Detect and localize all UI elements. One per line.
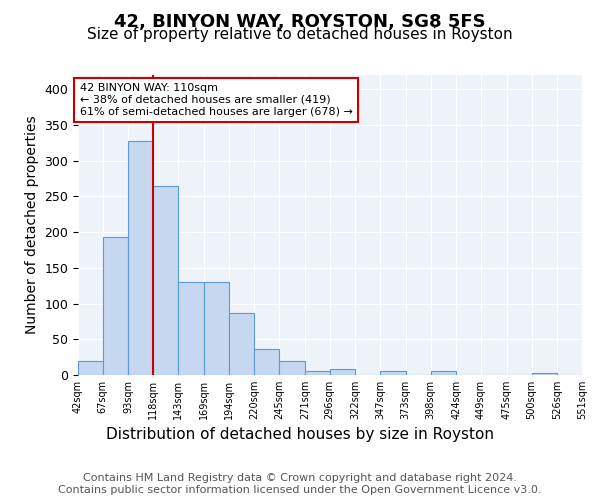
Bar xyxy=(582,373,600,375)
Bar xyxy=(78,360,103,375)
Text: Size of property relative to detached houses in Royston: Size of property relative to detached ho… xyxy=(87,28,513,42)
Bar xyxy=(431,372,456,375)
Bar xyxy=(254,348,279,375)
Bar xyxy=(153,186,178,375)
Bar xyxy=(204,282,229,375)
Bar xyxy=(329,370,355,375)
Bar xyxy=(279,360,305,375)
Bar xyxy=(128,142,153,375)
Bar xyxy=(229,313,254,375)
Text: 42 BINYON WAY: 110sqm
← 38% of detached houses are smaller (419)
61% of semi-det: 42 BINYON WAY: 110sqm ← 38% of detached … xyxy=(80,84,353,116)
Text: 42, BINYON WAY, ROYSTON, SG8 5FS: 42, BINYON WAY, ROYSTON, SG8 5FS xyxy=(114,12,486,30)
Bar xyxy=(103,237,128,375)
Bar xyxy=(178,282,204,375)
Text: Distribution of detached houses by size in Royston: Distribution of detached houses by size … xyxy=(106,428,494,442)
Y-axis label: Number of detached properties: Number of detached properties xyxy=(25,116,39,334)
Bar xyxy=(305,372,329,375)
Bar xyxy=(380,372,406,375)
Text: Contains HM Land Registry data © Crown copyright and database right 2024.
Contai: Contains HM Land Registry data © Crown c… xyxy=(58,474,542,495)
Bar xyxy=(532,373,557,375)
